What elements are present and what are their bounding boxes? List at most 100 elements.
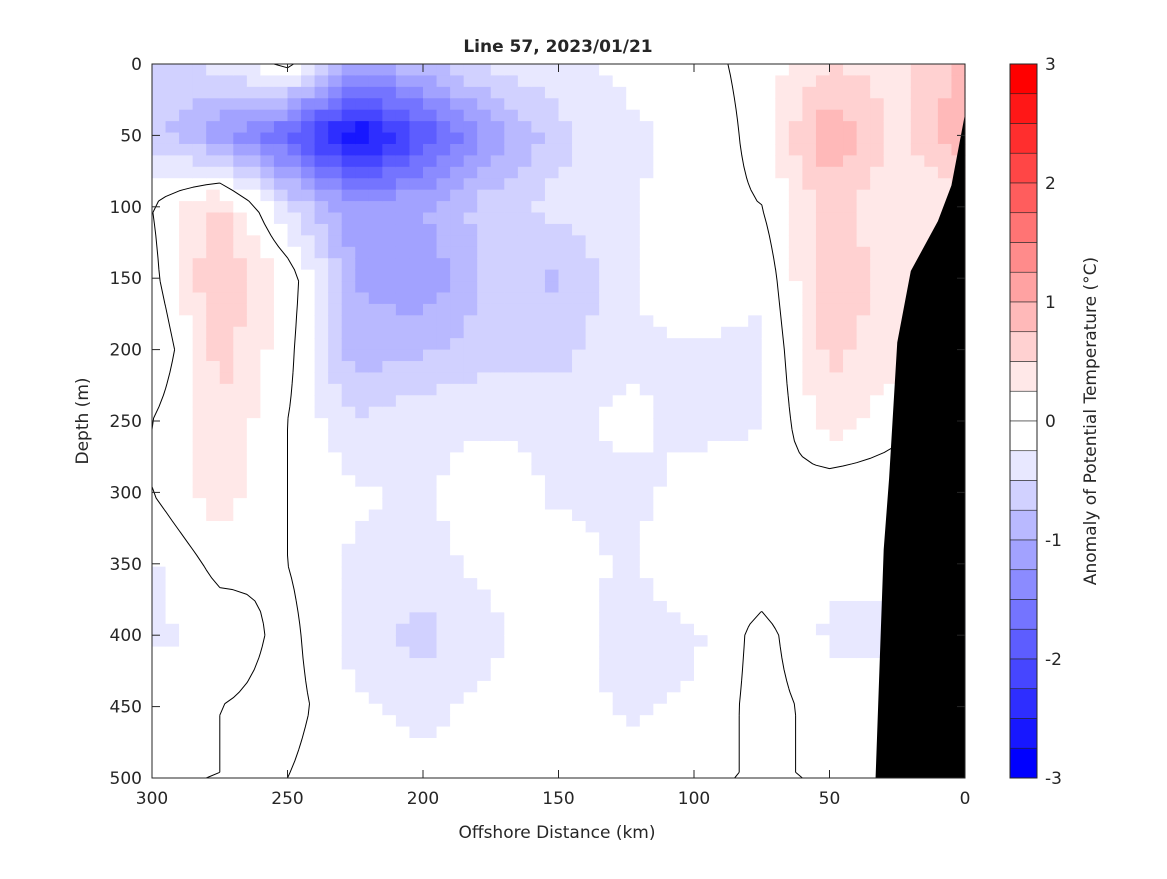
contour-cell (314, 155, 329, 168)
contour-cell (517, 703, 532, 716)
contour-cell (680, 623, 695, 636)
contour-cell (219, 258, 234, 271)
contour-cell (694, 555, 709, 568)
contour-cell (761, 132, 776, 145)
contour-cell (165, 589, 180, 602)
contour-cell (504, 349, 519, 362)
contour-cell (883, 281, 898, 294)
contour-cell (531, 623, 546, 636)
contour-cell (382, 349, 397, 362)
contour-cell (355, 86, 370, 99)
contour-cell (544, 109, 560, 122)
contour-cell (626, 281, 641, 294)
contour-cell (544, 383, 560, 396)
contour-cell (572, 258, 587, 271)
contour-cell (273, 178, 289, 191)
contour-cell (802, 292, 817, 305)
contour-cell (179, 372, 194, 385)
contour-cell (626, 726, 641, 739)
contour-cell (666, 64, 682, 77)
contour-cell (680, 212, 695, 225)
contour-cell (382, 383, 397, 396)
contour-cell (626, 738, 641, 751)
contour-cell (680, 486, 695, 499)
contour-cell (544, 680, 560, 693)
contour-cell (395, 726, 411, 739)
contour-cell (206, 166, 221, 179)
contour-cell (653, 715, 668, 728)
contour-cell (680, 600, 695, 613)
contour-cell (653, 749, 668, 762)
contour-cell (815, 452, 831, 465)
colorbar-swatch (1009, 93, 1038, 124)
contour-cell (639, 143, 654, 156)
contour-cell (870, 246, 885, 259)
contour-cell (544, 692, 560, 705)
contour-cell (829, 669, 844, 682)
contour-cell (666, 669, 682, 682)
contour-cell (843, 658, 858, 671)
contour-cell (490, 646, 505, 659)
contour-cell (761, 326, 776, 339)
contour-cell (666, 760, 682, 773)
contour-cell (599, 475, 614, 488)
contour-cell (707, 418, 722, 431)
contour-cell (694, 212, 709, 225)
contour-cell (314, 269, 329, 282)
contour-cell (463, 658, 478, 671)
contour-cell (260, 258, 275, 271)
contour-cell (639, 440, 654, 454)
contour-cell (721, 303, 736, 316)
contour-cell (287, 772, 302, 779)
contour-cell (179, 635, 194, 648)
contour-cell (490, 64, 505, 77)
contour-cell (666, 418, 682, 431)
contour-cell (829, 338, 844, 351)
contour-cell (273, 429, 289, 442)
contour-cell (436, 166, 451, 179)
contour-cell (355, 361, 370, 374)
contour-cell (382, 303, 397, 316)
contour-cell (450, 315, 465, 328)
contour-cell (206, 635, 221, 648)
contour-cell (463, 383, 478, 396)
contour-cell (815, 292, 831, 305)
contour-cell (626, 86, 641, 99)
contour-cell (219, 132, 234, 145)
contour-cell (477, 726, 492, 739)
contour-cell (504, 315, 519, 328)
contour-cell (450, 738, 465, 751)
contour-cell (382, 692, 397, 705)
contour-cell (707, 246, 722, 259)
contour-cell (301, 64, 316, 77)
contour-cell (721, 395, 736, 408)
contour-cell (788, 658, 803, 671)
contour-cell (436, 772, 451, 779)
contour-cell (775, 463, 790, 476)
contour-cell (748, 303, 763, 316)
contour-cell (152, 406, 167, 419)
contour-cell (436, 509, 451, 522)
contour-cell (666, 212, 682, 225)
contour-cell (815, 338, 831, 351)
contour-cell (273, 132, 289, 145)
contour-cell (707, 201, 722, 214)
contour-cell (870, 212, 885, 225)
contour-cell (761, 760, 776, 773)
contour-cell (558, 418, 573, 431)
contour-cell (341, 406, 356, 419)
contour-cell (653, 64, 668, 77)
contour-cell (721, 760, 736, 773)
contour-cell (748, 372, 763, 385)
contour-cell (558, 452, 573, 465)
contour-cell (707, 658, 722, 671)
contour-cell (165, 646, 180, 659)
contour-cell (694, 760, 709, 773)
contour-cell (450, 475, 465, 488)
contour-cell (558, 486, 573, 499)
contour-cell (206, 98, 221, 111)
contour-cell (517, 338, 532, 351)
contour-cell (707, 383, 722, 396)
contour-cell (219, 772, 234, 779)
contour-cell (409, 772, 424, 779)
